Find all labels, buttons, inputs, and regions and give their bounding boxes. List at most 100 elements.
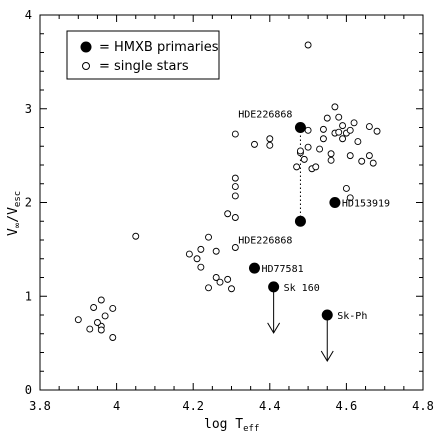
single-star-point	[197, 263, 205, 271]
point-label: Sk 160	[284, 283, 320, 294]
single-star-point	[231, 214, 239, 221]
single-star-point	[231, 183, 239, 191]
x-tick-label: 3.8	[29, 399, 51, 413]
single-star-point	[304, 41, 312, 49]
upper-limit-arrows	[267, 286, 334, 362]
single-star-point	[185, 250, 193, 258]
single-star-point	[327, 156, 335, 164]
y-tick-label: 1	[25, 289, 32, 303]
single-star-point	[231, 130, 239, 138]
single-star-point	[216, 278, 224, 286]
upper-limit-arrow-head	[267, 322, 281, 334]
single-star-point	[346, 152, 354, 160]
single-star-point	[97, 326, 105, 334]
single-star-point	[296, 147, 304, 155]
single-star-point	[365, 123, 373, 131]
single-star-point	[323, 114, 331, 122]
hmxb-point	[329, 197, 341, 208]
single-star-point	[212, 274, 220, 281]
single-star-point	[319, 135, 327, 143]
single-star-point	[109, 334, 117, 341]
single-star-point	[335, 113, 343, 121]
legend: = HMXB primaries = single stars	[66, 30, 220, 80]
hmxb-points	[248, 122, 341, 321]
hmxb-point	[294, 215, 306, 227]
single-star-point	[231, 192, 239, 200]
single-star-point	[365, 152, 373, 160]
single-star-point	[339, 122, 347, 130]
single-star-point	[369, 159, 377, 167]
point-label: HDE226868	[238, 110, 292, 121]
x-axis-label: log Teff	[204, 417, 259, 433]
single-star-points	[74, 41, 381, 341]
single-star-point	[266, 135, 274, 143]
single-star-point	[231, 244, 239, 251]
single-star-point	[197, 245, 205, 253]
single-star-point	[304, 126, 312, 134]
single-star-point	[358, 157, 366, 165]
legend-open-marker	[82, 62, 90, 70]
single-star-point	[132, 232, 140, 240]
single-star-point	[231, 174, 239, 182]
single-star-point	[205, 284, 212, 292]
single-star-point	[312, 163, 320, 171]
legend-label-hmxb: = HMXB primaries	[99, 40, 219, 55]
x-tick-labels: 3.8 4 4.2 4.4 4.6 4.8	[29, 399, 434, 413]
single-star-point	[266, 141, 274, 149]
single-star-point	[342, 184, 350, 192]
x-tick-label: 4	[113, 399, 120, 413]
point-label: HDE226868	[238, 235, 292, 246]
single-star-point	[93, 319, 101, 326]
y-axis-label: V∞/Vesc	[6, 191, 23, 236]
point-label: HD153919	[342, 199, 390, 210]
single-star-point	[228, 285, 235, 293]
single-star-point	[354, 138, 362, 146]
y-tick-labels: 0 1 2 3 4	[25, 8, 32, 397]
single-star-point	[74, 316, 82, 324]
y-tick-label: 0	[25, 383, 32, 397]
single-star-point	[224, 210, 232, 218]
single-star-point	[346, 126, 354, 134]
single-star-point	[316, 145, 324, 153]
single-star-point	[304, 143, 312, 151]
y-tick-label: 4	[25, 8, 32, 22]
single-star-point	[101, 312, 109, 320]
hmxb-point	[294, 122, 306, 133]
single-star-point	[212, 247, 220, 255]
point-label: HD77581	[261, 264, 303, 275]
single-star-point	[109, 304, 117, 312]
x-tick-label: 4.4	[259, 399, 281, 413]
legend-filled-marker	[80, 41, 92, 53]
y-tick-label: 2	[25, 196, 32, 210]
hmxb-point	[321, 309, 333, 321]
single-star-point	[335, 128, 343, 136]
single-star-point	[350, 119, 358, 127]
point-label: Sk-Ph	[337, 311, 367, 322]
single-star-point	[97, 296, 105, 304]
single-star-point	[346, 194, 354, 202]
axis-ticks	[39, 14, 424, 391]
hmxb-point	[248, 262, 260, 274]
upper-limit-arrow-head	[320, 350, 334, 362]
single-star-point	[300, 155, 308, 163]
y-tick-label: 3	[25, 102, 32, 116]
point-annotations: HDE226868 HDE226868 HD153919 HD77581 Sk 160 S…	[238, 110, 390, 323]
single-star-point	[193, 255, 201, 263]
single-star-point	[251, 140, 258, 148]
legend-label-single: = single stars	[99, 59, 189, 74]
x-tick-label: 4.2	[182, 399, 204, 413]
single-star-point	[90, 304, 98, 311]
single-star-point	[86, 325, 94, 333]
x-tick-label: 4.8	[412, 399, 434, 413]
single-star-point	[224, 275, 232, 283]
single-star-point	[205, 233, 212, 241]
single-star-point	[339, 135, 347, 143]
single-star-point	[293, 163, 301, 171]
single-star-point	[327, 150, 335, 158]
x-tick-label: 4.6	[336, 399, 358, 413]
single-star-point	[373, 127, 381, 135]
hmxb-point	[268, 281, 280, 293]
single-star-point	[319, 125, 327, 133]
legend-box	[66, 30, 220, 80]
